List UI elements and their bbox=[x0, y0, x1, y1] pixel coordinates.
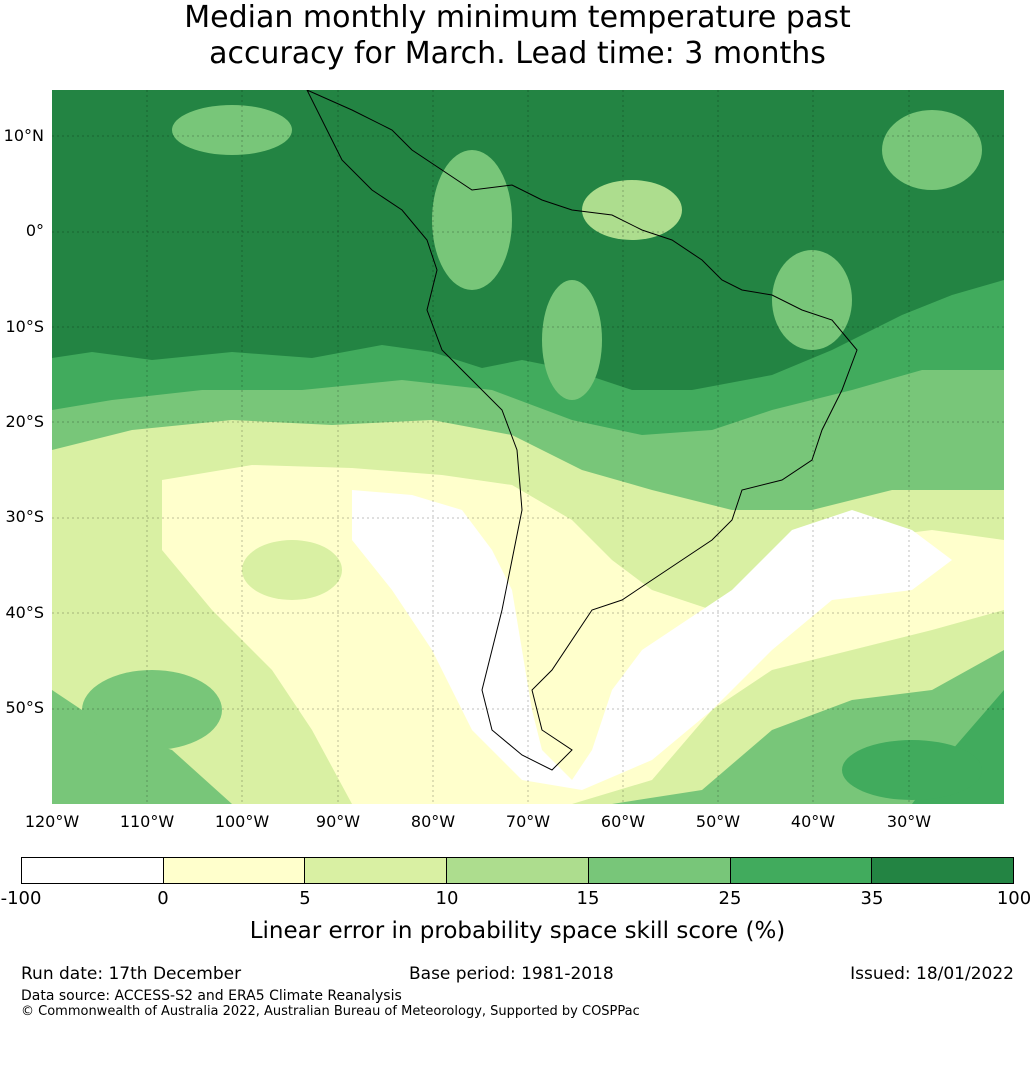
patch bbox=[62, 480, 162, 540]
lon-label-110w: 110°W bbox=[119, 812, 175, 831]
lon-label-120w: 120°W bbox=[24, 812, 80, 831]
lat-label-40s: 40°S bbox=[5, 603, 44, 622]
lat-label-10n: 10°N bbox=[3, 126, 44, 145]
colorbar-label: Linear error in probability space skill … bbox=[249, 918, 786, 944]
lon-label-90w: 90°W bbox=[315, 812, 361, 831]
lat-label-30s: 30°S bbox=[5, 507, 44, 526]
colorbar-segment bbox=[730, 858, 873, 883]
colorbar-segment bbox=[22, 858, 164, 883]
graticule bbox=[52, 90, 1004, 804]
lat-label-10s: 10°S bbox=[5, 317, 44, 336]
colorbar-tick: 15 bbox=[576, 888, 600, 909]
patch bbox=[242, 540, 342, 600]
patch bbox=[542, 280, 602, 400]
lon-label-100w: 100°W bbox=[214, 812, 270, 831]
patch bbox=[582, 180, 682, 240]
lat-label-50s: 50°S bbox=[5, 698, 44, 717]
colorbar bbox=[21, 857, 1014, 884]
coastline bbox=[306, 90, 858, 771]
colorbar-tick: 10 bbox=[435, 888, 459, 909]
lat-label-0: 0° bbox=[25, 221, 44, 240]
colorbar-tick: 0 bbox=[157, 888, 169, 909]
chart-title: Median monthly minimum temperature past … bbox=[0, 0, 1035, 72]
patch bbox=[772, 250, 852, 350]
run-date: Run date: 17th December bbox=[21, 964, 242, 984]
title-line-1: Median monthly minimum temperature past bbox=[184, 0, 851, 35]
lat-label-20s: 20°S bbox=[5, 412, 44, 431]
lon-label-70w: 70°W bbox=[505, 812, 551, 831]
lon-label-50w: 50°W bbox=[695, 812, 741, 831]
title-line-2: accuracy for March. Lead time: 3 months bbox=[209, 36, 826, 71]
base-period: Base period: 1981-2018 bbox=[409, 964, 614, 984]
colorbar-tick: 25 bbox=[718, 888, 742, 909]
skill-score-map bbox=[52, 90, 1004, 804]
colorbar-segment bbox=[305, 858, 448, 883]
copyright: © Commonwealth of Australia 2022, Austra… bbox=[21, 1004, 640, 1019]
colorbar-segment bbox=[163, 858, 306, 883]
colorbar-tick: 35 bbox=[860, 888, 884, 909]
region-no-skill bbox=[352, 490, 952, 790]
lon-label-80w: 80°W bbox=[410, 812, 456, 831]
colorbar-tick: -100 bbox=[0, 888, 42, 909]
lon-label-40w: 40°W bbox=[790, 812, 836, 831]
data-source: Data source: ACCESS-S2 and ERA5 Climate … bbox=[21, 988, 402, 1004]
map-panel bbox=[52, 90, 1004, 804]
patch bbox=[432, 150, 512, 290]
patch bbox=[882, 110, 982, 190]
colorbar-segment bbox=[447, 858, 589, 883]
patch bbox=[172, 105, 292, 155]
colorbar-tick: 5 bbox=[299, 888, 311, 909]
colorbar-segment bbox=[588, 858, 731, 883]
lon-label-60w: 60°W bbox=[600, 812, 646, 831]
lon-label-30w: 30°W bbox=[886, 812, 932, 831]
issued-date: Issued: 18/01/2022 bbox=[850, 964, 1014, 984]
colorbar-tick: 100 bbox=[996, 888, 1032, 909]
colorbar-segment bbox=[872, 858, 1014, 883]
patch bbox=[82, 670, 222, 750]
patch bbox=[842, 740, 982, 800]
